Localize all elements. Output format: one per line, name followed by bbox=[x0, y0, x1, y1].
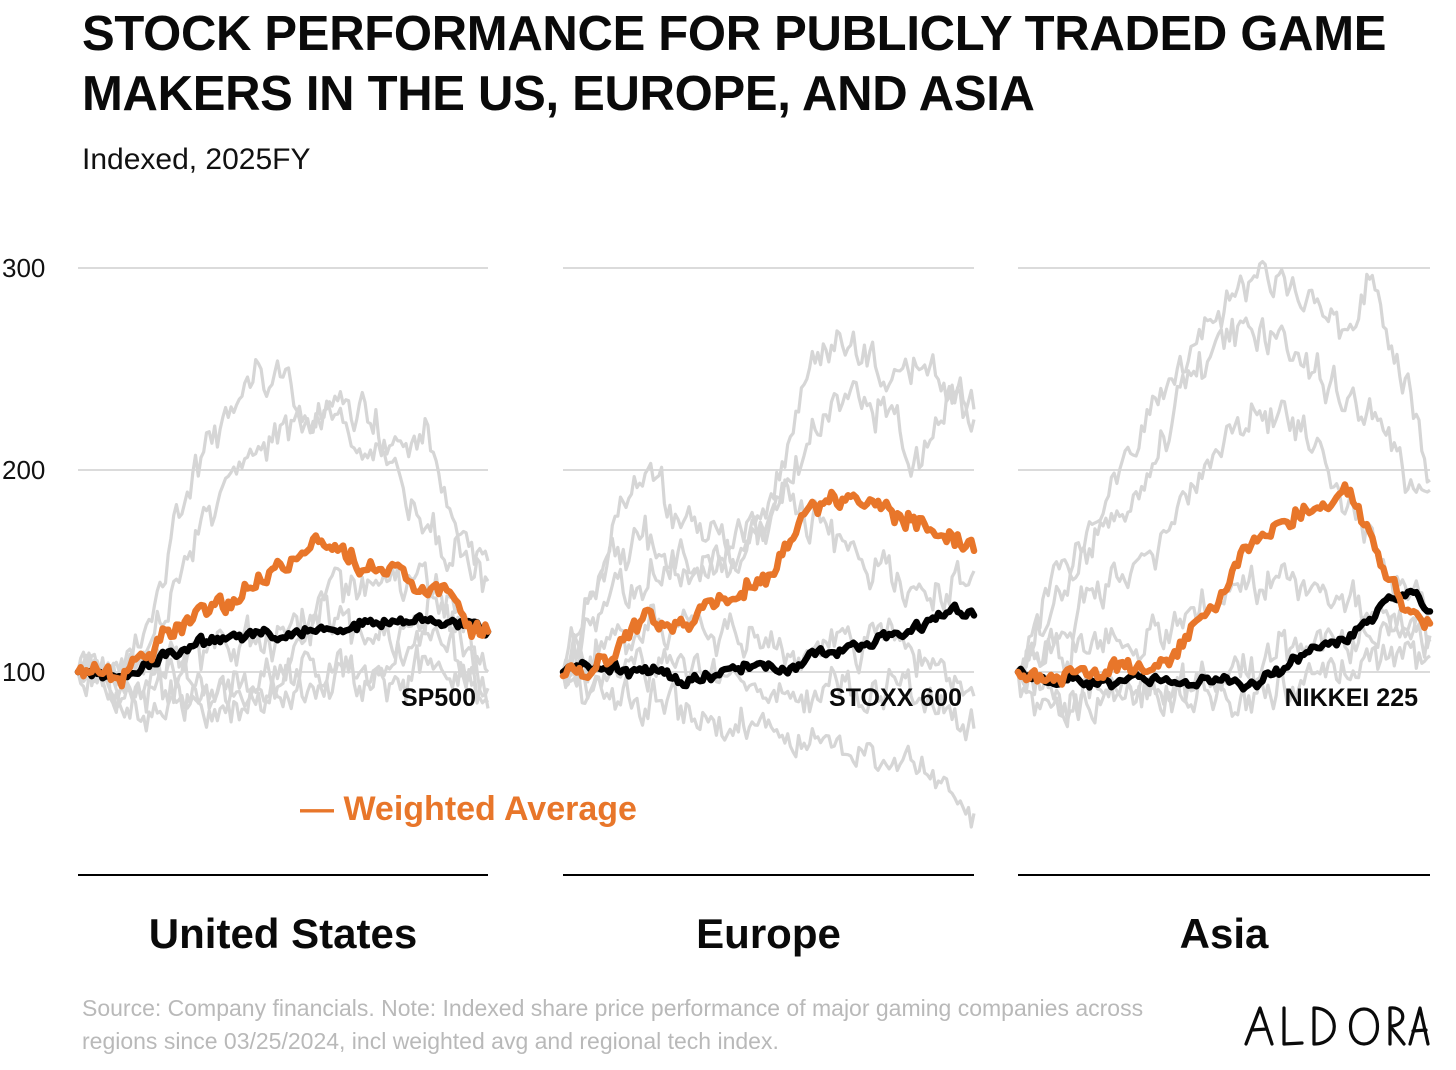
weighted-average-line bbox=[74, 532, 492, 690]
company-line bbox=[561, 478, 976, 690]
y-tick-label: 100 bbox=[2, 657, 45, 687]
index-line bbox=[559, 601, 978, 690]
company-line bbox=[1016, 260, 1431, 686]
chart-title: STOCK PERFORMANCE FOR PUBLICLY TRADED GA… bbox=[82, 7, 1387, 121]
y-tick-label: 200 bbox=[2, 455, 45, 485]
weighted-average-line bbox=[1014, 481, 1434, 688]
company-line bbox=[76, 644, 490, 729]
panel-united-states bbox=[74, 358, 492, 876]
region-label: Asia bbox=[1180, 910, 1269, 957]
company-line bbox=[76, 625, 490, 733]
company-line bbox=[76, 358, 490, 687]
label-layer: SP500 United States STOXX 600 Europe NIKKEI … bbox=[149, 684, 1418, 957]
grid-layer bbox=[78, 267, 1430, 673]
index-line bbox=[74, 612, 492, 682]
region-label: United States bbox=[149, 910, 417, 957]
company-line bbox=[1017, 562, 1432, 678]
company-line bbox=[561, 376, 976, 673]
y-axis-ticks: 300 200 100 bbox=[2, 253, 45, 687]
company-line bbox=[561, 329, 976, 673]
company-line bbox=[561, 665, 976, 829]
company-line bbox=[561, 646, 976, 742]
stock-performance-chart: 300 200 100 SP500 United States STOXX 600 Eur… bbox=[2, 253, 1434, 957]
company-line bbox=[76, 399, 490, 696]
region-label: Europe bbox=[696, 910, 841, 957]
company-line bbox=[1016, 640, 1431, 725]
chart-subtitle: Indexed, 2025FY bbox=[82, 143, 311, 176]
index-label: STOXX 600 bbox=[829, 684, 962, 712]
company-line bbox=[561, 603, 976, 697]
y-tick-label: 300 bbox=[2, 253, 45, 283]
company-line bbox=[1017, 316, 1431, 676]
source-note: Source: Company financials. Note: Indexe… bbox=[82, 995, 1144, 1054]
index-label: SP500 bbox=[401, 684, 476, 712]
weighted-average-line bbox=[559, 488, 978, 682]
legend-weighted-average: — Weighted Average bbox=[300, 790, 637, 828]
panel-asia bbox=[1014, 260, 1434, 876]
aldora-logo bbox=[1244, 1006, 1430, 1046]
index-label: NIKKEI 225 bbox=[1285, 684, 1418, 712]
index-line bbox=[1014, 587, 1434, 693]
series-layer bbox=[74, 260, 1434, 876]
panel-europe bbox=[559, 329, 978, 876]
company-line bbox=[76, 592, 490, 714]
